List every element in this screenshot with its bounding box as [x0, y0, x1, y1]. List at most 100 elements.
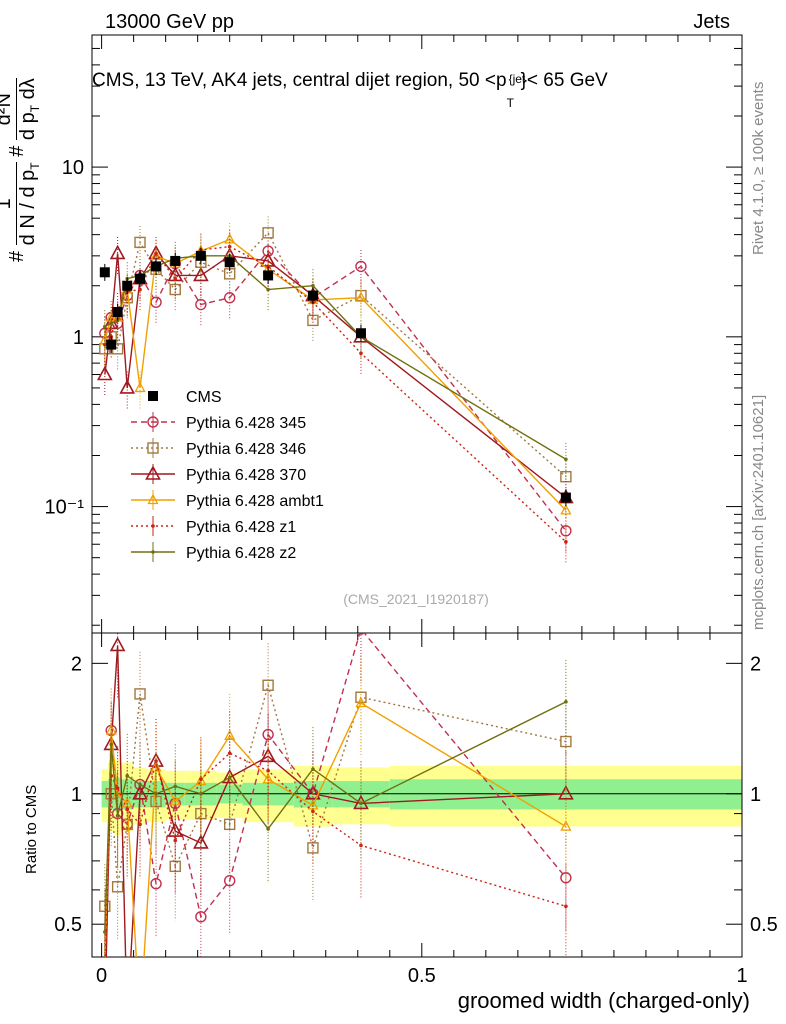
marker-z2	[103, 324, 107, 329]
ratio-marker-z2	[138, 782, 142, 787]
ratio-marker-370	[558, 785, 574, 800]
legend-marker-346	[147, 442, 159, 454]
ratio-marker-z2	[103, 930, 107, 934]
cms-data-point	[355, 328, 366, 339]
ratio-marker-z2	[266, 827, 270, 831]
ratio-series-group	[98, 633, 574, 1024]
ratio-marker-z2	[199, 791, 203, 796]
marker-370	[109, 244, 126, 260]
legend-label: Pythia 6.428 z2	[186, 545, 296, 562]
cms-data-point	[307, 290, 318, 301]
y-tick-label: 10	[62, 157, 84, 179]
cms-data-point	[170, 255, 181, 266]
series-line-370	[104, 252, 567, 499]
marker-z2	[311, 283, 315, 288]
x-tick-label: 0	[96, 965, 107, 987]
mcplots-label: mcplots.cern.ch [arXiv:2401.10621]	[750, 394, 767, 630]
cms-data-point	[122, 280, 133, 291]
ratio-marker-z2	[125, 774, 130, 778]
ratio-marker-z1	[227, 751, 232, 756]
ratio-marker-z2	[564, 700, 568, 704]
ratio-marker-z2	[173, 784, 178, 789]
ratio-marker-z2	[115, 813, 120, 818]
marker-345	[223, 292, 236, 304]
cms-data-point	[99, 267, 110, 278]
header-left: 13000 GeV pp	[105, 11, 234, 33]
legend-label: Pythia 6.428 370	[186, 467, 306, 484]
ratio-marker-z1	[266, 768, 270, 773]
marker-z1	[564, 540, 568, 544]
ratio-y-tick-label: 2	[71, 653, 82, 675]
marker-z1	[266, 264, 270, 269]
ratio-marker-z1	[359, 843, 363, 848]
header-right: Jets	[693, 11, 730, 33]
marker-345	[355, 260, 367, 273]
ratio-marker-370	[167, 822, 184, 837]
cms-data-point	[106, 339, 117, 350]
ratio-marker-370	[148, 752, 164, 767]
ratio-marker-345	[223, 875, 236, 887]
ratio-marker-z2	[154, 791, 158, 796]
legend-marker-z2	[151, 550, 155, 554]
ratio-plot-frame	[91, 632, 743, 958]
ratio-y-tick-label: 0.5	[54, 914, 82, 936]
y-tick-label: 1	[73, 327, 84, 349]
rivet-version-label: Rivet 4.1.0, ≥ 100k events	[750, 81, 767, 255]
legend-label: Pythia 6.428 z1	[186, 519, 296, 536]
ratio-y-tick-label-right: 2	[750, 653, 761, 675]
x-tick-label: 0.5	[408, 965, 436, 987]
legend-marker-z1	[151, 524, 155, 528]
marker-345	[195, 298, 207, 311]
marker-346	[169, 283, 181, 296]
ratio-marker-z2	[359, 801, 363, 806]
legend-marker-370	[145, 465, 161, 480]
x-axis-label: groomed width (charged-only)	[457, 988, 750, 1013]
cms-data-point	[151, 261, 162, 272]
y-tick-label: 10⁻¹	[45, 497, 85, 519]
main-plot-frame	[91, 34, 743, 634]
legend-label: CMS	[186, 389, 222, 406]
ratio-marker-346	[307, 842, 319, 854]
series-line-345	[104, 250, 567, 532]
main-series-group	[96, 216, 574, 564]
marker-ambt1	[134, 381, 146, 393]
ratio-marker-345	[195, 911, 207, 923]
legend-marker-ambt1	[147, 493, 159, 505]
marker-370	[96, 365, 113, 381]
ratio-y-tick-label-right: 1	[750, 784, 761, 806]
x-tick-label: 1	[736, 965, 747, 987]
legend-marker-345	[147, 416, 159, 428]
marker-z1	[359, 351, 363, 356]
ratio-marker-z2	[227, 775, 232, 780]
marker-z2	[564, 457, 568, 462]
cms-data-point	[112, 307, 123, 318]
ratio-y-axis-label: Ratio to CMS	[23, 784, 40, 874]
marker-346	[134, 236, 146, 249]
analysis-tag: (CMS_2021_I1920187)	[343, 591, 489, 607]
ratio-marker-370	[221, 768, 238, 784]
ratio-marker-370	[193, 834, 209, 849]
chart-title: CMS, 13 TeV, AK4 jets, central dijet reg…	[92, 70, 608, 110]
cms-data-point	[224, 257, 235, 268]
marker-ambt1	[560, 503, 572, 515]
ratio-marker-346	[262, 679, 274, 691]
ratio-marker-ambt1	[136, 1015, 145, 1024]
cms-data-point	[263, 270, 274, 281]
ratio-marker-370	[109, 636, 126, 652]
ratio-marker-345	[150, 878, 162, 890]
ratio-marker-z2	[311, 767, 315, 771]
legend-label: Pythia 6.428 ambt1	[186, 493, 324, 510]
ratio-marker-346	[111, 881, 124, 893]
ratio-marker-ambt1	[560, 820, 572, 831]
ratio-marker-370	[98, 1013, 111, 1024]
marker-370	[119, 379, 136, 394]
ratio-y-tick-label: 1	[71, 784, 82, 806]
cms-data-point	[135, 273, 146, 284]
marker-z2	[109, 321, 114, 326]
marker-345	[150, 296, 162, 308]
marker-z1	[103, 342, 107, 347]
marker-370	[193, 266, 209, 282]
ratio-marker-370	[305, 785, 321, 800]
ratio-marker-z1	[564, 904, 568, 909]
